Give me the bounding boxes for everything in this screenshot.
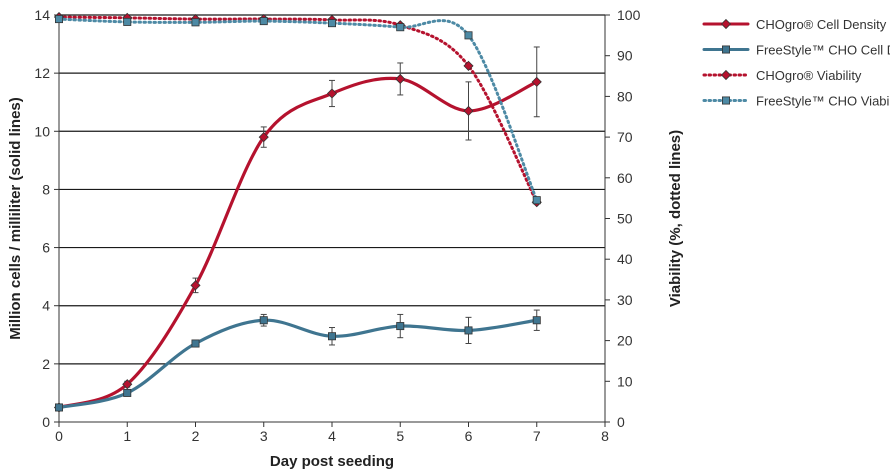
y-tick-label: 10 [34, 123, 50, 139]
series-line [57, 318, 539, 410]
series-area [53, 11, 542, 413]
y2-tick-label: 10 [617, 373, 633, 389]
x-tick-label: 1 [123, 428, 131, 444]
data-point [396, 322, 405, 331]
y-tick-label: 8 [42, 181, 50, 197]
data-point [464, 326, 473, 335]
legend-marker [722, 96, 731, 105]
tick-labels: 0 1 2 3 4 5 6 7 80246810121401020304050607080901… [34, 7, 640, 444]
y2-tick-label: 100 [617, 7, 641, 23]
y2-tick-label: 0 [617, 414, 625, 430]
data-point [55, 403, 64, 412]
y2-tick-label: 80 [617, 88, 633, 104]
data-point [326, 88, 338, 99]
legend-marker [722, 45, 731, 54]
legend-marker [720, 69, 732, 81]
x-tick-label: 6 [465, 428, 473, 444]
legend-item-3: FreeStyle™ CHO Viability [702, 94, 890, 109]
y-tick-label: 6 [42, 240, 50, 256]
legend-item-0: CHOgro® Cell Density [702, 17, 887, 32]
data-point [123, 388, 132, 397]
y2-tick-label: 70 [617, 129, 633, 145]
data-point [396, 23, 405, 32]
data-point [259, 316, 268, 325]
x-tick-label: 5 [396, 428, 404, 444]
data-point [463, 60, 474, 71]
data-point [532, 196, 541, 205]
series-line [57, 17, 539, 202]
data-point [327, 332, 336, 341]
y-tick-label: 4 [42, 298, 50, 314]
y-tick-label: 2 [42, 356, 50, 372]
y-tick-label: 0 [42, 414, 50, 430]
data-point [463, 105, 474, 117]
axes [54, 14, 610, 427]
data-point [532, 316, 541, 325]
data-point [327, 19, 336, 28]
series-1 [55, 309, 541, 412]
x-tick-label: 3 [260, 428, 268, 444]
legend: CHOgro® Cell Density FreeStyle™ CHO Cell … [702, 17, 890, 109]
y2-tick-label: 20 [617, 333, 633, 349]
y-axis-title: Million cells / milliliter (solid lines) [7, 97, 24, 340]
data-point [122, 379, 133, 390]
legend-label: CHOgro® Cell Density [756, 17, 887, 32]
data-point [123, 17, 132, 26]
x-tick-label: 7 [533, 428, 541, 444]
data-point [191, 18, 200, 27]
x-tick-label: 4 [328, 428, 336, 444]
data-point [531, 76, 542, 87]
legend-item-2: CHOgro® Viability [702, 68, 862, 83]
y-tick-label: 12 [34, 65, 50, 81]
data-point [55, 15, 64, 24]
y2-tick-label: 30 [617, 292, 633, 308]
x-tick-label: 8 [601, 428, 609, 444]
y2-axis-title: Viability (%, dotted lines) [667, 130, 684, 307]
legend-marker [720, 18, 732, 30]
data-point [258, 132, 269, 143]
x-axis-title: Day post seeding [270, 453, 394, 470]
legend-label: CHOgro® Viability [756, 68, 862, 83]
x-tick-label: 2 [192, 428, 200, 444]
y-tick-label: 14 [34, 7, 50, 23]
data-point [259, 17, 268, 26]
legend-label: FreeStyle™ CHO Cell Density [756, 43, 890, 58]
y2-tick-label: 50 [617, 211, 633, 227]
legend-label: FreeStyle™ CHO Viability [756, 94, 890, 109]
legend-item-1: FreeStyle™ CHO Cell Density [702, 43, 890, 58]
y2-tick-label: 90 [617, 48, 633, 64]
series-line [57, 76, 539, 410]
data-point [190, 280, 201, 291]
series-3 [55, 15, 541, 205]
y2-tick-label: 60 [617, 170, 633, 186]
grid-lines [59, 14, 605, 365]
data-point [464, 31, 473, 40]
y2-tick-label: 40 [617, 251, 633, 267]
data-point [395, 73, 406, 85]
data-point [191, 339, 200, 348]
series-0 [53, 46, 542, 413]
x-tick-label: 0 [55, 428, 63, 444]
